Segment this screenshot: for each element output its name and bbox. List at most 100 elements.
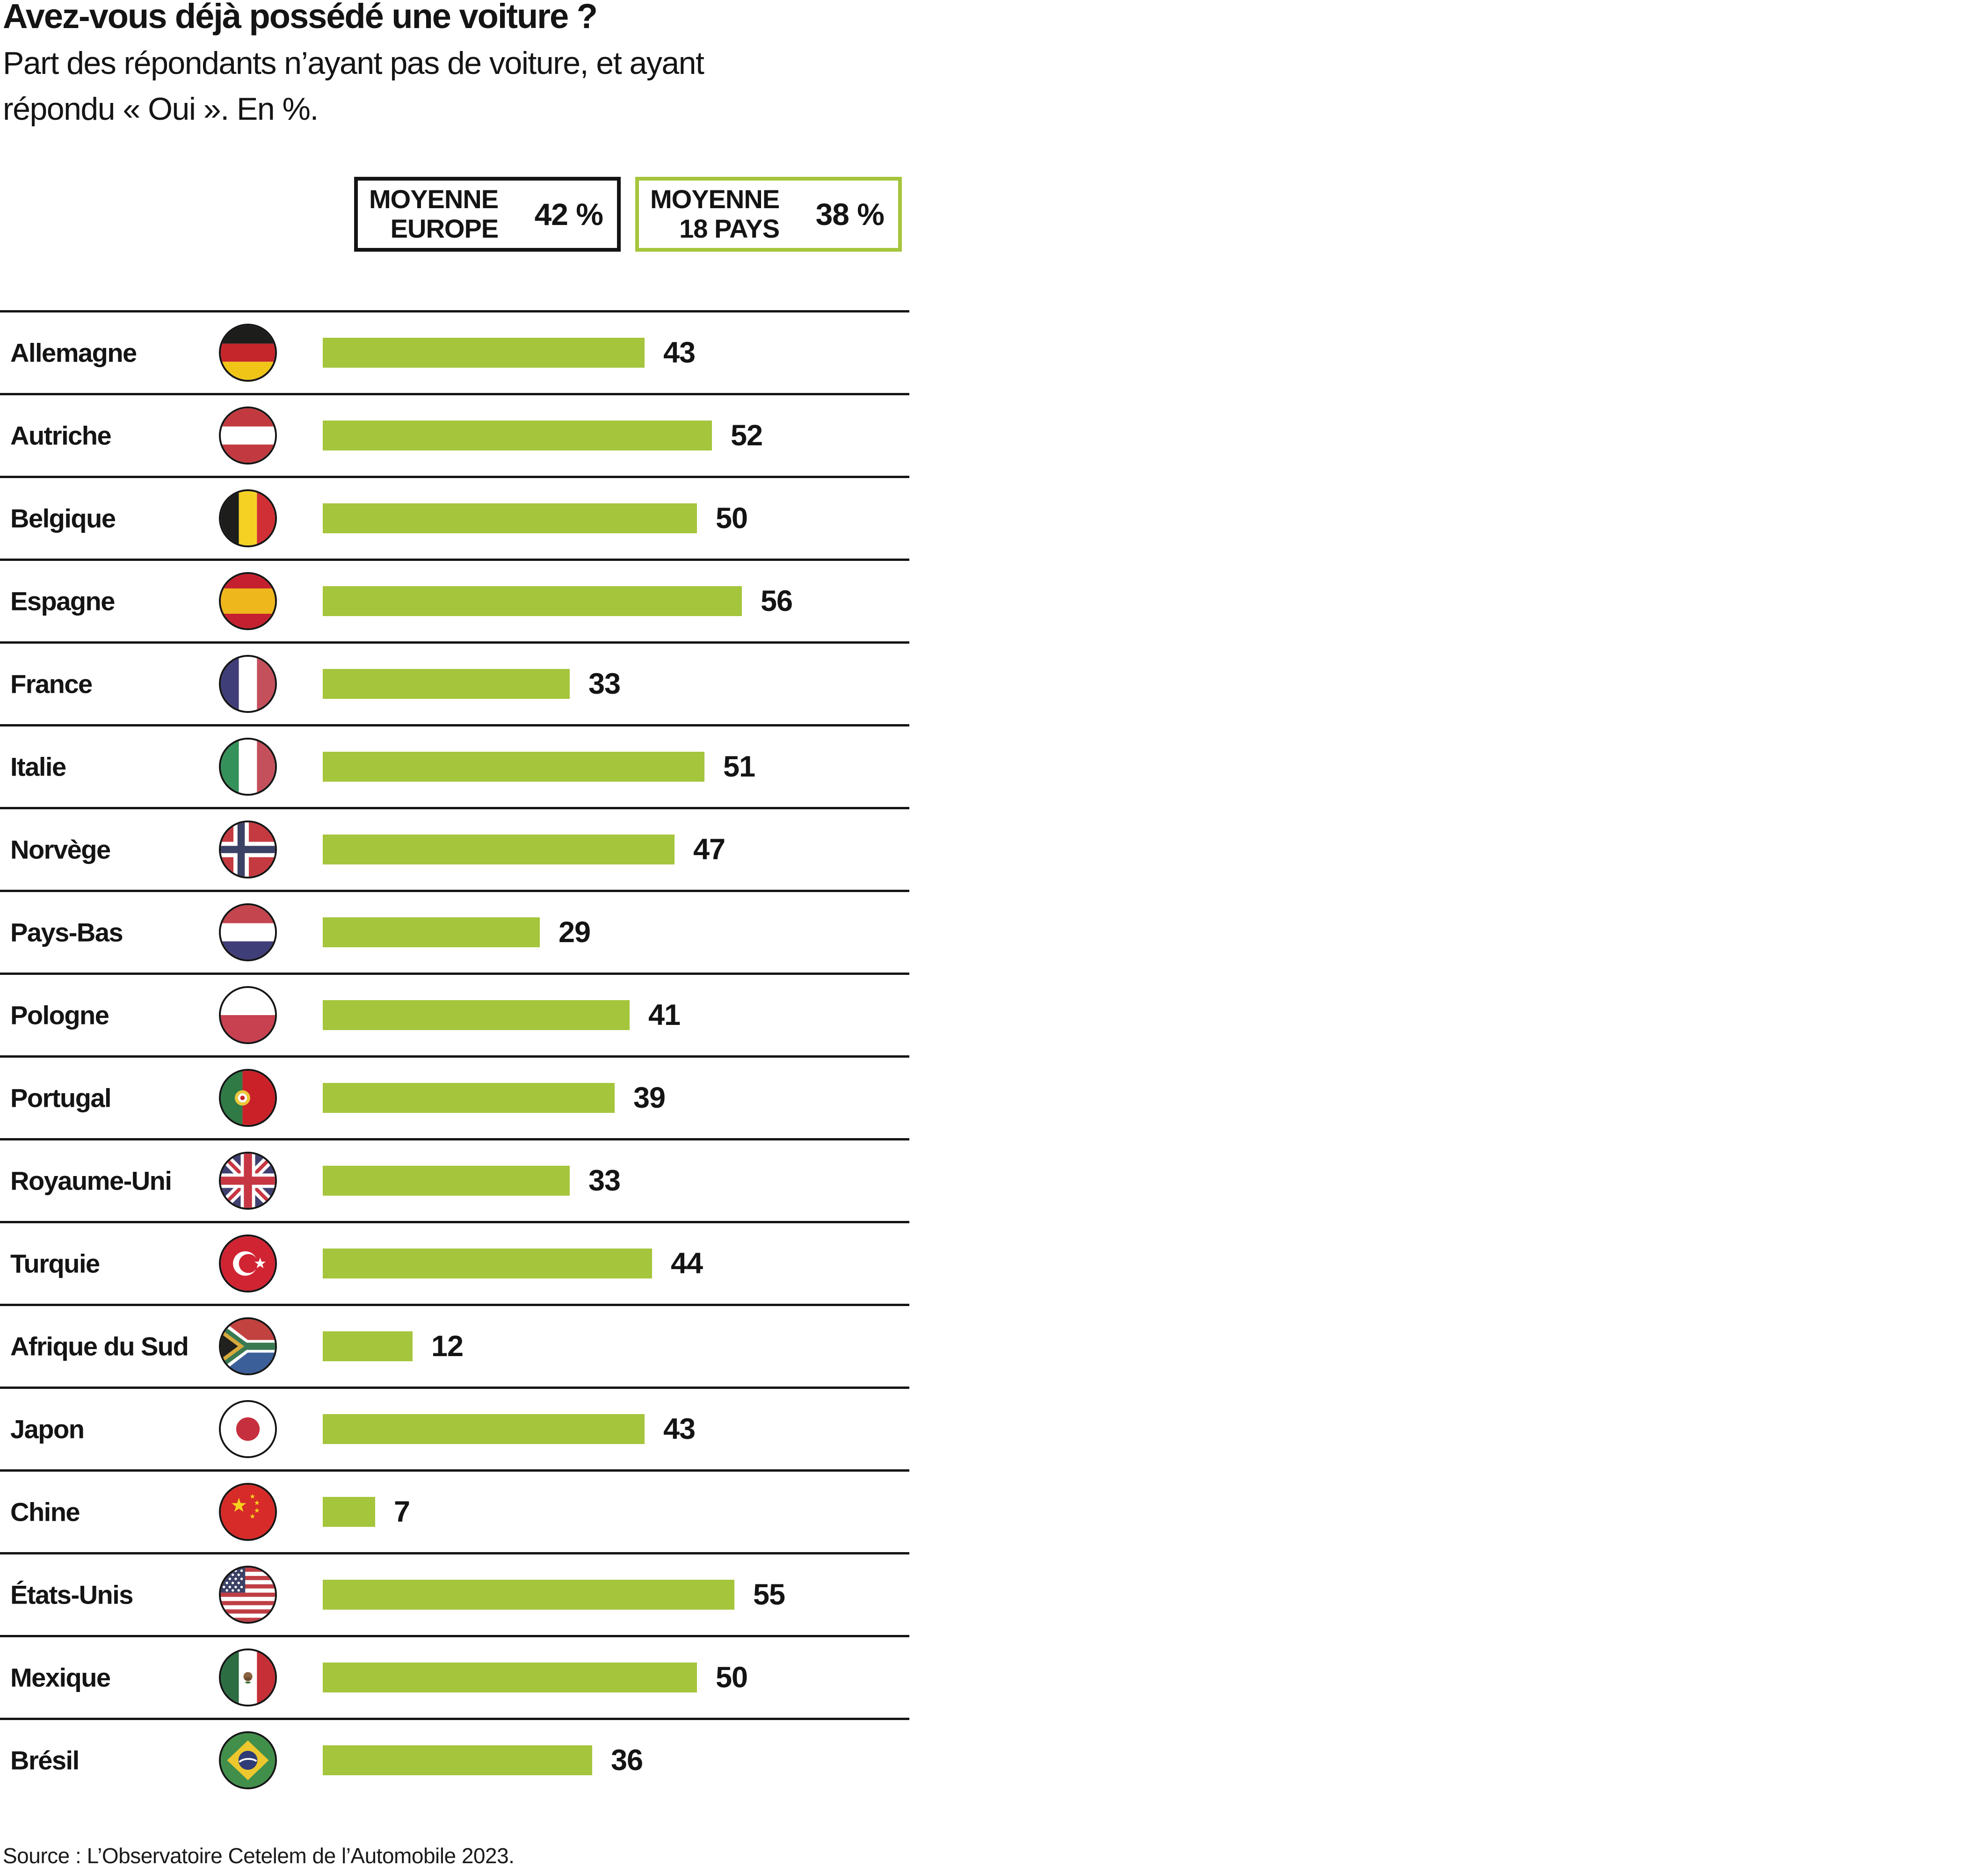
row-norvege: Norvège 47 [0, 807, 909, 890]
flag-afrique-du-sud-icon [219, 1317, 277, 1375]
country-label: États-Unis [10, 1580, 133, 1610]
value-bar [323, 917, 540, 947]
country-label: Brésil [10, 1745, 80, 1775]
row-pays-bas: Pays-Bas 29 [0, 890, 909, 973]
bar-group: 12 [323, 1329, 464, 1363]
value-bar [323, 752, 704, 782]
value-label: 52 [731, 419, 763, 452]
value-bar [323, 1083, 615, 1113]
flag-allemagne-icon [219, 324, 277, 382]
bar-group: 43 [323, 336, 696, 370]
bar-group: 41 [323, 998, 681, 1032]
value-bar [323, 1580, 734, 1610]
value-label: 47 [693, 833, 726, 866]
bar-group: 44 [323, 1247, 703, 1280]
row-mexique: Mexique 50 [0, 1635, 909, 1718]
row-turquie: Turquie 44 [0, 1221, 909, 1304]
row-espagne: Espagne 56 [0, 559, 909, 641]
bar-group: 52 [323, 419, 763, 452]
value-bar [323, 1745, 592, 1775]
bar-group: 7 [323, 1495, 410, 1529]
value-label: 44 [671, 1247, 703, 1280]
legend-18pays-label: MOYENNE 18 PAYS [650, 184, 780, 243]
country-label: Afrique du Sud [10, 1331, 189, 1361]
bar-group: 33 [323, 1164, 621, 1198]
row-afrique-du-sud: Afrique du Sud 12 [0, 1304, 909, 1387]
country-label: Norvège [10, 835, 111, 864]
legend-18pays-value: 38 % [815, 197, 885, 232]
flag-japon-icon [219, 1400, 277, 1458]
value-bar [323, 1249, 652, 1278]
flag-pays-bas-icon [219, 903, 277, 961]
legend-18pays-label-line2: 18 PAYS [679, 214, 780, 243]
value-label: 36 [611, 1744, 643, 1777]
bar-group: 56 [323, 584, 793, 618]
value-label: 55 [753, 1578, 785, 1611]
flag-mexique-icon [219, 1648, 277, 1706]
bar-group: 50 [323, 501, 748, 535]
bar-group: 47 [323, 833, 726, 866]
flag-italie-icon [219, 738, 277, 796]
legend-europe-label-line1: MOYENNE [369, 184, 499, 214]
bar-group: 55 [323, 1578, 785, 1612]
country-label: Turquie [10, 1249, 100, 1278]
value-label: 50 [716, 1661, 748, 1694]
value-label: 12 [431, 1330, 464, 1363]
flag-pologne-icon [219, 986, 277, 1044]
bar-group: 43 [323, 1412, 696, 1446]
value-label: 51 [723, 750, 755, 783]
country-label: France [10, 669, 93, 699]
bar-group: 50 [323, 1661, 748, 1694]
row-chine: Chine 7 [0, 1469, 909, 1552]
value-bar [323, 586, 742, 616]
value-label: 7 [394, 1496, 410, 1528]
row-royaume-uni: Royaume-Uni 33 [0, 1138, 909, 1221]
country-label: Portugal [10, 1083, 112, 1113]
value-bar [323, 1000, 630, 1030]
row-portugal: Portugal 39 [0, 1055, 909, 1138]
value-bar [323, 1166, 570, 1196]
country-label: Mexique [10, 1663, 111, 1692]
flag-chine-icon [219, 1483, 277, 1541]
flag-norvege-icon [219, 820, 277, 879]
row-autriche: Autriche 52 [0, 393, 909, 476]
bar-group: 36 [323, 1743, 643, 1777]
country-label: Chine [10, 1497, 80, 1527]
flag-autriche-icon [219, 407, 277, 465]
chart-subtitle: Part des répondants n’ayant pas de voitu… [3, 40, 704, 132]
flag-france-icon [219, 655, 277, 713]
country-label: Allemagne [10, 338, 137, 368]
bar-group: 51 [323, 750, 755, 784]
flag-etats-unis-icon [219, 1566, 277, 1624]
value-label: 33 [588, 668, 621, 700]
flag-espagne-icon [219, 572, 277, 630]
row-japon: Japon 43 [0, 1387, 909, 1469]
value-bar [323, 338, 645, 368]
value-label: 56 [761, 585, 793, 617]
value-bar [323, 1663, 697, 1692]
legend-moyenne-18-pays: MOYENNE 18 PAYS 38 % [635, 177, 902, 252]
bar-group: 39 [323, 1081, 666, 1115]
country-label: Pays-Bas [10, 917, 123, 947]
source-note: Source : L’Observatoire Cetelem de l’Aut… [3, 1844, 515, 1866]
bar-group: 29 [323, 915, 591, 949]
value-bar [323, 1414, 645, 1444]
row-etats-unis: États-Unis 55 [0, 1552, 909, 1635]
value-bar [323, 1331, 413, 1361]
country-label: Japon [10, 1414, 85, 1444]
subtitle-line2: répondu « Oui ». En %. [3, 91, 319, 127]
legend-18pays-label-line1: MOYENNE [650, 184, 780, 214]
row-pologne: Pologne 41 [0, 973, 909, 1055]
country-label: Belgique [10, 503, 116, 533]
row-italie: Italie 51 [0, 724, 909, 807]
bar-group: 33 [323, 667, 621, 701]
row-france: France 33 [0, 641, 909, 724]
flag-turquie-icon [219, 1234, 277, 1292]
row-belgique: Belgique 50 [0, 476, 909, 559]
value-label: 33 [588, 1164, 621, 1197]
flag-belgique-icon [219, 489, 277, 547]
country-label: Italie [10, 752, 66, 782]
flag-portugal-icon [219, 1069, 277, 1127]
legend-europe-value: 42 % [534, 197, 603, 232]
